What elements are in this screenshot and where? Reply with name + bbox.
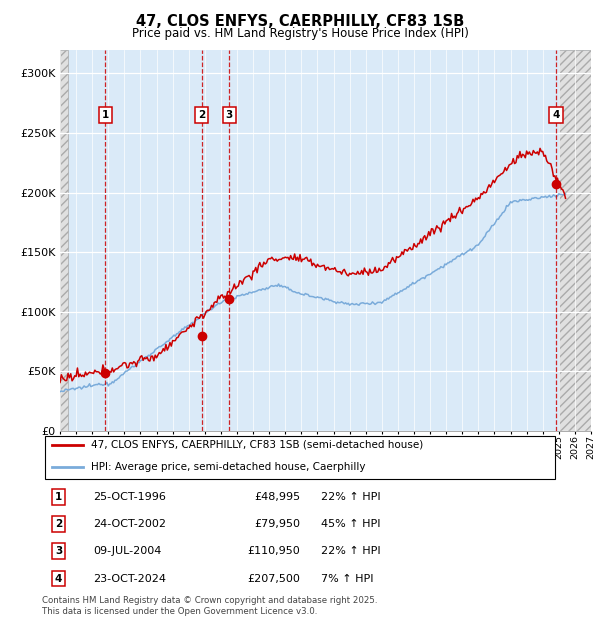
- Text: 23-OCT-2024: 23-OCT-2024: [94, 574, 167, 583]
- Text: 25-OCT-1996: 25-OCT-1996: [94, 492, 166, 502]
- Text: Price paid vs. HM Land Registry's House Price Index (HPI): Price paid vs. HM Land Registry's House …: [131, 27, 469, 40]
- Text: 1: 1: [55, 492, 62, 502]
- Text: 47, CLOS ENFYS, CAERPHILLY, CF83 1SB (semi-detached house): 47, CLOS ENFYS, CAERPHILLY, CF83 1SB (se…: [91, 440, 423, 450]
- Text: 45% ↑ HPI: 45% ↑ HPI: [320, 520, 380, 529]
- Text: Contains HM Land Registry data © Crown copyright and database right 2025.
This d: Contains HM Land Registry data © Crown c…: [42, 596, 377, 616]
- Text: 2: 2: [198, 110, 206, 120]
- Text: 22% ↑ HPI: 22% ↑ HPI: [320, 492, 380, 502]
- Text: 4: 4: [55, 574, 62, 583]
- Text: £110,950: £110,950: [247, 546, 300, 556]
- Text: 47, CLOS ENFYS, CAERPHILLY, CF83 1SB: 47, CLOS ENFYS, CAERPHILLY, CF83 1SB: [136, 14, 464, 29]
- Text: 1: 1: [102, 110, 109, 120]
- FancyBboxPatch shape: [44, 436, 556, 479]
- Text: 7% ↑ HPI: 7% ↑ HPI: [320, 574, 373, 583]
- Text: £79,950: £79,950: [254, 520, 300, 529]
- Text: 22% ↑ HPI: 22% ↑ HPI: [320, 546, 380, 556]
- Text: 09-JUL-2004: 09-JUL-2004: [94, 546, 162, 556]
- Text: £48,995: £48,995: [254, 492, 300, 502]
- Bar: [60, 50, 68, 431]
- Text: 3: 3: [226, 110, 233, 120]
- Bar: [559, 50, 591, 431]
- Text: 4: 4: [552, 110, 560, 120]
- Text: 2: 2: [55, 520, 62, 529]
- Text: 3: 3: [55, 546, 62, 556]
- Text: HPI: Average price, semi-detached house, Caerphilly: HPI: Average price, semi-detached house,…: [91, 463, 365, 472]
- Text: £207,500: £207,500: [247, 574, 300, 583]
- Text: 24-OCT-2002: 24-OCT-2002: [94, 520, 167, 529]
